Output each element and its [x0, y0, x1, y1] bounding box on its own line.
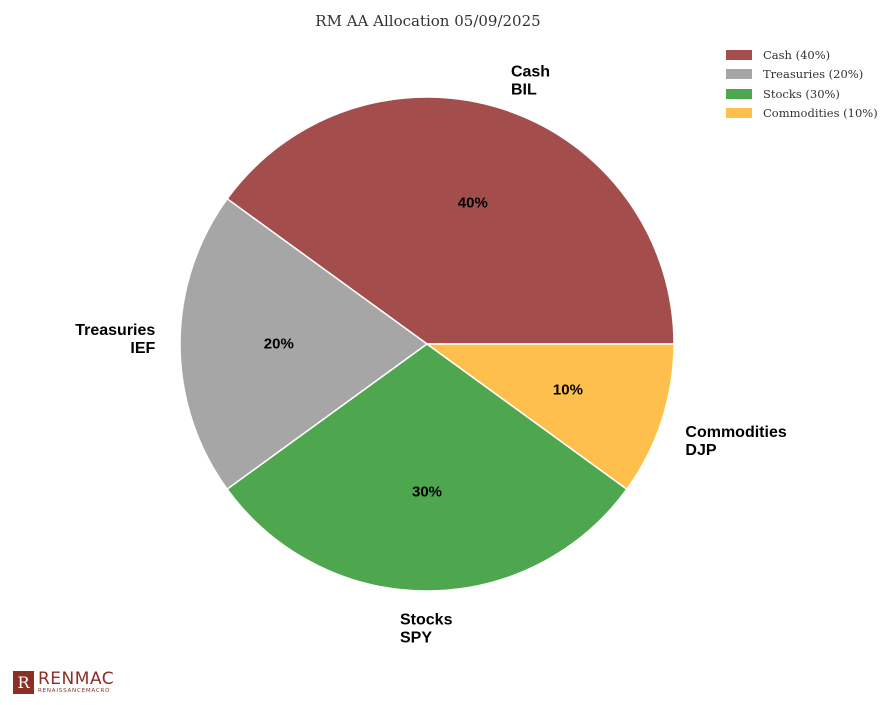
slice-pct-label-stocks: 30% [412, 484, 442, 501]
legend-swatch-treasuries [726, 69, 752, 80]
logo-tagline: RENAISSANCEMACRO [38, 688, 111, 694]
chart-legend: Cash (40%) Treasuries (20%) Stocks (30%) Co… [726, 45, 878, 123]
slice-category-label-stocks: Stocks SPY [400, 612, 453, 647]
slice-pct-label-cash: 40% [458, 195, 488, 212]
logo-mark: R [13, 671, 34, 695]
pie-slice-stocks [226, 343, 628, 592]
legend-item-cash: Cash (40%) [726, 45, 878, 65]
slice-category-label-treasuries: Treasuries IEF [75, 322, 155, 357]
legend-label-commodities: Commodities (10%) [763, 106, 878, 121]
legend-label-cash: Cash (40%) [763, 47, 831, 62]
slice-pct-label-commodities: 10% [553, 381, 583, 398]
legend-item-commodities: Commodities (10%) [726, 104, 878, 124]
legend-label-stocks: Stocks (30%) [763, 86, 840, 101]
renmac-logo: R RENMAC RENAISSANCEMACRO [13, 671, 114, 695]
slice-category-label-commodities: Commodities DJP [685, 424, 786, 459]
slice-pct-label-treasuries: 20% [264, 336, 294, 353]
pie-slice-commodities [424, 343, 675, 491]
slice-category-label-cash: Cash BIL [511, 64, 550, 99]
logo-name: RENMAC [38, 669, 115, 689]
chart-title: RM AA Allocation 05/09/2025 [315, 12, 541, 30]
legend-swatch-cash [726, 49, 752, 60]
pie-slice-treasuries [179, 197, 429, 491]
pie-slice-cash [226, 96, 675, 345]
legend-label-treasuries: Treasuries (20%) [763, 67, 864, 82]
legend-swatch-commodities [726, 108, 752, 119]
legend-swatch-stocks [726, 88, 752, 99]
legend-item-stocks: Stocks (30%) [726, 84, 878, 104]
legend-item-treasuries: Treasuries (20%) [726, 65, 878, 85]
